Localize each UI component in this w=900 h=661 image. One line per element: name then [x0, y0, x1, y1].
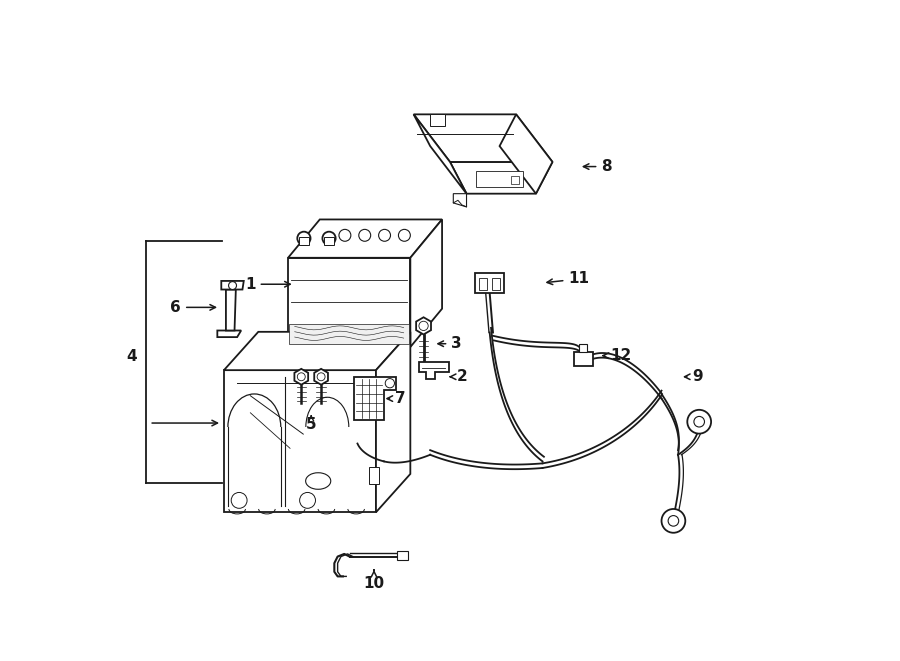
Text: 8: 8: [583, 159, 612, 174]
Polygon shape: [410, 219, 442, 347]
Text: 5: 5: [306, 417, 317, 432]
Polygon shape: [454, 194, 466, 207]
Bar: [574, 352, 593, 366]
Bar: [369, 467, 379, 484]
Text: 2: 2: [450, 369, 467, 384]
Polygon shape: [416, 317, 431, 334]
Bar: [492, 278, 500, 290]
Polygon shape: [226, 290, 236, 330]
Polygon shape: [294, 369, 308, 385]
Bar: [475, 273, 504, 293]
Bar: [324, 237, 334, 245]
Polygon shape: [224, 370, 376, 512]
Text: 1: 1: [245, 277, 290, 292]
Circle shape: [231, 492, 248, 508]
Polygon shape: [288, 258, 410, 347]
Bar: [579, 344, 587, 352]
Text: 11: 11: [547, 272, 590, 286]
Polygon shape: [450, 162, 553, 194]
Text: 7: 7: [387, 391, 406, 406]
Circle shape: [339, 229, 351, 241]
Bar: [290, 324, 409, 344]
Polygon shape: [224, 332, 410, 370]
Polygon shape: [221, 281, 244, 290]
Circle shape: [229, 282, 237, 290]
Circle shape: [399, 229, 410, 241]
Polygon shape: [500, 114, 553, 194]
Bar: [511, 176, 518, 184]
Circle shape: [359, 229, 371, 241]
Bar: [476, 171, 523, 187]
Polygon shape: [217, 330, 241, 337]
Circle shape: [317, 373, 325, 381]
Bar: [430, 114, 445, 126]
Circle shape: [379, 229, 391, 241]
Polygon shape: [414, 114, 553, 162]
Text: 12: 12: [603, 348, 631, 363]
Bar: [397, 551, 408, 560]
Circle shape: [418, 321, 428, 330]
Text: 4: 4: [126, 350, 137, 364]
Circle shape: [300, 492, 316, 508]
Bar: [369, 389, 379, 406]
Bar: [479, 278, 487, 290]
Text: 6: 6: [170, 300, 215, 315]
Polygon shape: [314, 369, 328, 385]
Circle shape: [322, 231, 336, 245]
Circle shape: [662, 509, 685, 533]
Circle shape: [297, 373, 305, 381]
Polygon shape: [288, 219, 442, 258]
Bar: [299, 237, 310, 245]
Polygon shape: [414, 114, 466, 194]
Circle shape: [385, 379, 394, 388]
Circle shape: [297, 231, 310, 245]
Polygon shape: [418, 362, 449, 379]
Polygon shape: [355, 377, 396, 420]
Polygon shape: [376, 332, 410, 512]
Text: 10: 10: [364, 570, 384, 590]
Circle shape: [668, 516, 679, 526]
Circle shape: [694, 416, 705, 427]
Circle shape: [688, 410, 711, 434]
Text: 3: 3: [438, 336, 462, 351]
Text: 9: 9: [685, 369, 703, 384]
